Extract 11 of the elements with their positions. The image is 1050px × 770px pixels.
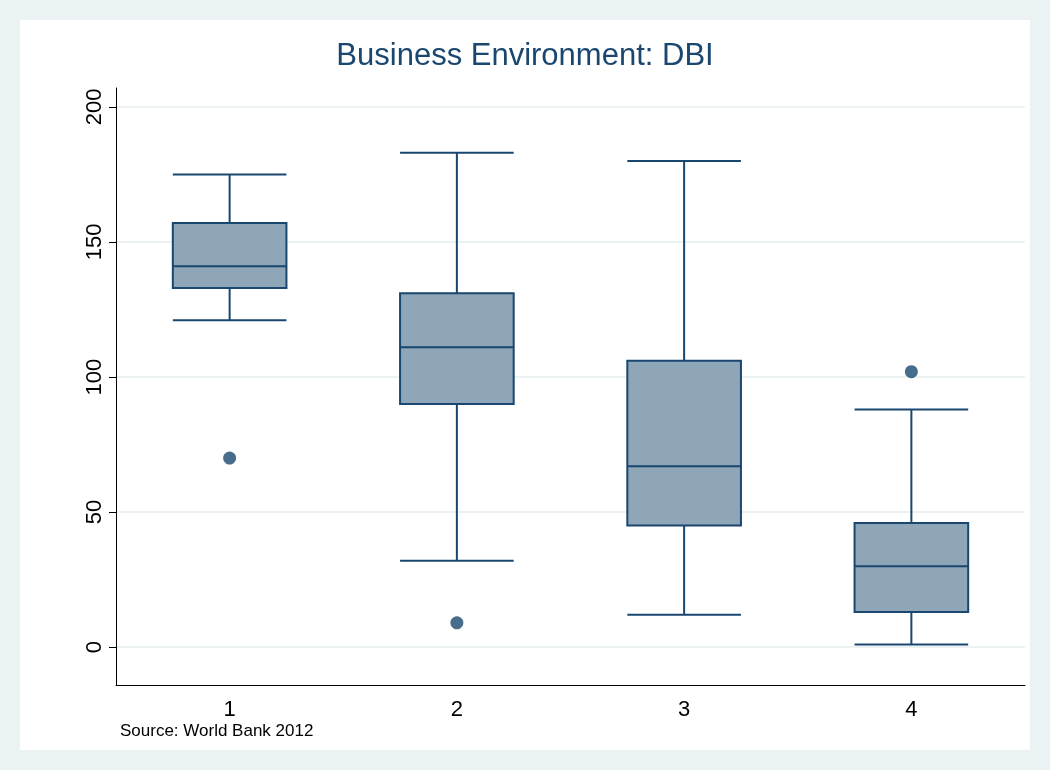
x-tick-label: 3 [678,695,691,721]
y-tick-label: 100 [80,358,106,396]
x-tick-label: 1 [223,695,236,721]
chart-title: Business Environment: DBI [336,37,714,72]
x-tick-label: 4 [905,695,918,721]
x-tick-label: 2 [450,695,463,721]
y-tick-label: 150 [80,223,106,261]
source-note: Source: World Bank 2012 [120,721,314,740]
y-tick-label: 0 [80,641,106,654]
y-tick-label: 200 [80,88,106,126]
y-tick-label: 50 [80,499,106,525]
